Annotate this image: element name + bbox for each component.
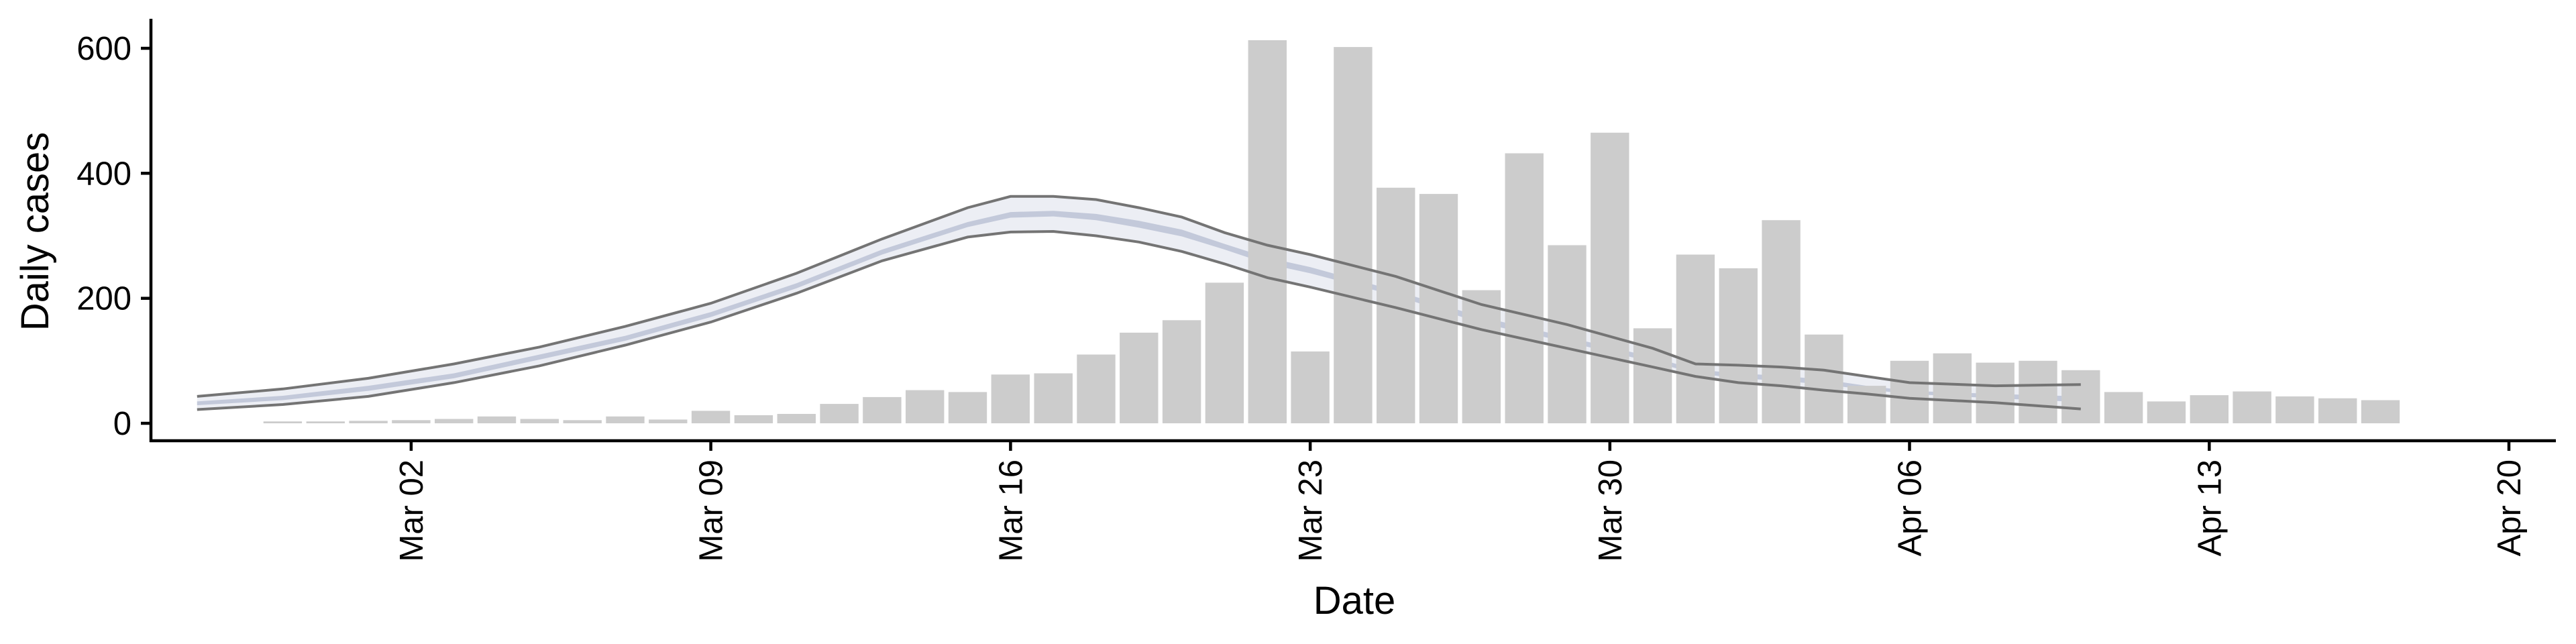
bar xyxy=(2233,391,2271,423)
bar xyxy=(2275,396,2314,423)
bar xyxy=(263,421,303,423)
bar xyxy=(1633,328,1672,423)
bar xyxy=(777,414,816,423)
x-tick-label: Mar 23 xyxy=(1293,460,1329,562)
bar xyxy=(2318,398,2357,423)
bar xyxy=(1548,245,1587,423)
bar xyxy=(2104,392,2143,423)
bar xyxy=(306,421,345,423)
x-tick-label: Mar 16 xyxy=(993,460,1029,562)
bar xyxy=(1505,153,1544,423)
bar xyxy=(1976,362,2015,423)
bar xyxy=(2147,401,2186,423)
bar xyxy=(1805,334,1843,423)
bar xyxy=(948,392,987,423)
bar xyxy=(606,416,645,423)
bar xyxy=(691,411,731,423)
bar xyxy=(1890,360,1929,423)
lower-bound-line xyxy=(197,229,2081,411)
bar xyxy=(563,420,602,423)
bar xyxy=(863,396,902,423)
bar xyxy=(1762,220,1801,423)
bar xyxy=(734,415,773,423)
bar xyxy=(1205,282,1244,423)
bar xyxy=(1419,194,1458,423)
bar xyxy=(649,419,688,423)
bar xyxy=(991,374,1030,423)
bar xyxy=(1933,353,1972,423)
bar xyxy=(1591,132,1629,424)
x-tick-label: Apr 20 xyxy=(2491,460,2528,556)
bar xyxy=(1334,47,1373,424)
bar xyxy=(1462,290,1501,423)
bar xyxy=(1676,254,1715,423)
bar-series xyxy=(263,40,2400,424)
bar xyxy=(520,419,559,423)
x-tick-label: Mar 02 xyxy=(394,460,430,562)
bar xyxy=(1120,332,1159,423)
upper-bound-line xyxy=(197,195,2081,398)
bar xyxy=(2061,370,2100,423)
y-axis-title: Daily cases xyxy=(13,132,57,331)
inner-credible-band xyxy=(197,211,2081,405)
x-axis-title: Date xyxy=(1313,579,1396,623)
bar xyxy=(392,420,431,423)
x-axis-ticks: Mar 02 Mar 09 Mar 16 Mar 23 Mar 30 Apr 06 Apr … xyxy=(394,441,2528,562)
x-tick-label: Mar 09 xyxy=(694,460,730,562)
bar xyxy=(1248,40,1287,423)
y-tick-label: 600 xyxy=(76,31,131,67)
bar xyxy=(1034,373,1073,423)
y-tick-label: 200 xyxy=(76,281,131,317)
bound-lines xyxy=(197,195,2081,411)
y-axis-ticks: 0 200 400 600 xyxy=(76,31,151,442)
x-tick-label: Apr 06 xyxy=(1892,460,1929,556)
bar xyxy=(1291,351,1330,423)
y-tick-label: 400 xyxy=(76,156,131,192)
bar xyxy=(349,421,388,423)
bar xyxy=(435,419,474,423)
bar xyxy=(2190,395,2229,423)
bar xyxy=(1077,354,1116,423)
bar xyxy=(906,390,945,423)
bar xyxy=(2361,400,2400,423)
bar xyxy=(1162,320,1201,423)
y-tick-label: 0 xyxy=(113,406,131,442)
x-tick-label: Mar 30 xyxy=(1593,460,1629,562)
bar xyxy=(820,404,859,423)
bar xyxy=(1719,268,1758,423)
bar xyxy=(477,416,517,423)
bar xyxy=(2019,360,2057,423)
x-tick-label: Apr 13 xyxy=(2192,460,2228,556)
